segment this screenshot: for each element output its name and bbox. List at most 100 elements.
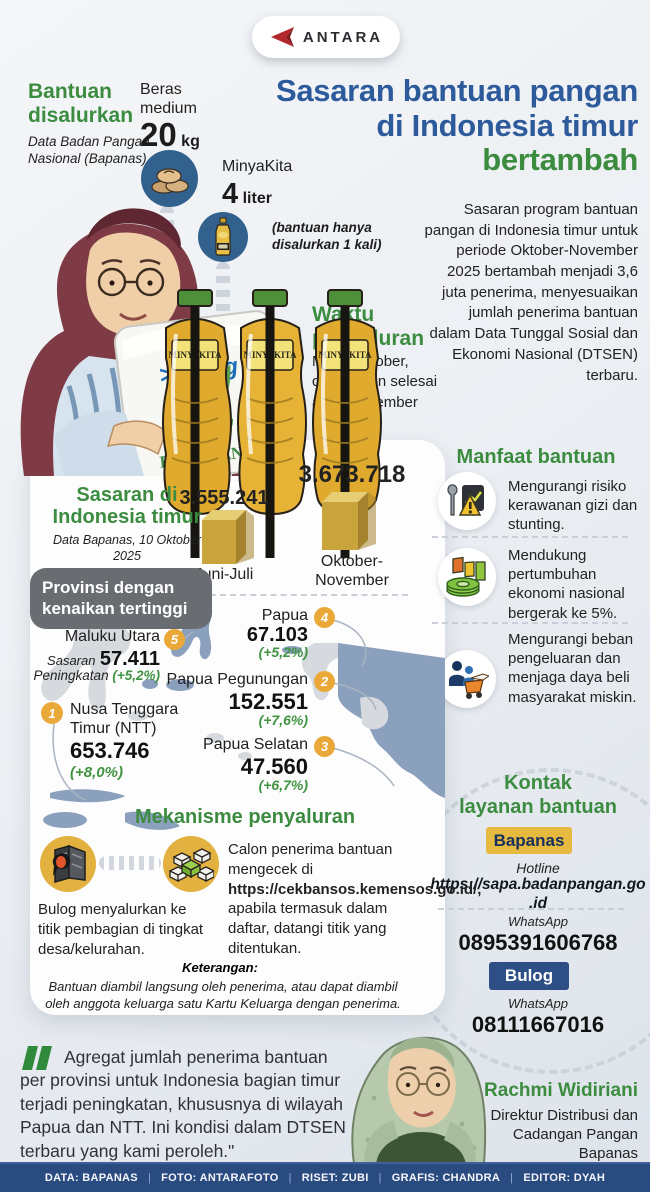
maluku-change-label: Peningkatan: [33, 668, 109, 683]
household-spending-icon: [438, 650, 496, 708]
bar-value-okt-nov: 3.673.718: [298, 461, 406, 488]
rice-label: Beras medium: [140, 81, 197, 118]
benefits-divider-2: [432, 622, 628, 624]
benefits-heading: Manfaat bantuan: [456, 446, 616, 468]
rank-badge-5: 5: [164, 629, 185, 650]
contact-heading-line1: Kontak: [504, 772, 572, 794]
bulog-whatsapp-label: WhatsApp: [508, 996, 568, 1011]
provinces-badge: Provinsi dengan kenaikan tertinggi: [30, 568, 212, 630]
province-value-papua-pegunungan: 152.551: [228, 689, 308, 714]
quote-text: Agregat jumlah penerima bantuan per prov…: [20, 1047, 346, 1161]
province-change-papua-pegunungan: (+7,6%): [258, 712, 308, 728]
rice-amount-value: 20: [140, 116, 177, 153]
province-name-papua-pegunungan: Papua Pegunungan: [166, 671, 308, 688]
antara-logo-text: ANTARA: [302, 28, 384, 46]
benefit-item-3: Mengurangi beban pengeluaran dan menjaga…: [508, 631, 637, 706]
mechanism-step2-text: Calon penerima bantuan mengecek di https…: [228, 840, 481, 959]
rice-amount: 20 kg: [140, 116, 200, 154]
province-value-maluku-utara: Sasaran 57.411: [20, 648, 160, 671]
credit-foto: FOTO: ANTARAFOTO: [161, 1172, 279, 1184]
province-value-ntt: 653.746: [70, 738, 150, 763]
nutrition-risk-icon: [438, 472, 496, 530]
mechanism-note: Bantuan diambil langsung oleh penerima, …: [45, 979, 401, 1012]
province-name-ntt: Nusa Tenggara Timur (NTT): [70, 701, 179, 738]
benefits-divider-1: [432, 536, 628, 538]
benefit-item-2: Mendukung pertumbuhan ekonomi nasional b…: [508, 547, 625, 622]
credit-separator: |: [510, 1172, 514, 1184]
spokesperson-illustration: [334, 1028, 506, 1164]
province-change-maluku-utara: Peningkatan (+5,2%): [10, 668, 160, 683]
credit-data: DATA: BAPANAS: [44, 1172, 138, 1184]
cekbansos-url: https://cekbansos.kemensos.go.id/,: [228, 880, 482, 898]
rank-badge-2: 2: [314, 671, 335, 692]
maluku-value-label: Sasaran: [47, 653, 96, 668]
contact-divider: [438, 908, 624, 910]
bar-label-okt-nov: Oktober-November: [315, 553, 389, 590]
target-heading: Sasaran di Indonesia timur: [52, 484, 202, 529]
page-title-line3: bertambah: [482, 142, 638, 178]
step2-text-post: apabila termasuk dalam daftar, datangi t…: [228, 900, 388, 957]
province-name-papua: Papua: [261, 607, 308, 624]
page-title-line1: Sasaran bantuan pangan: [275, 73, 638, 108]
credit-separator: |: [147, 1172, 152, 1184]
dotted-connector-steps: [99, 856, 161, 870]
spokesperson-role: Direktur Distribusi dan Cadangan Pangan …: [490, 1107, 638, 1163]
rank-badge-4: 4: [314, 607, 335, 628]
oil-bottle-icon: [198, 212, 248, 262]
page-title-line2: di Indonesia timur: [376, 107, 638, 143]
economic-growth-icon: [438, 548, 496, 606]
province-name-maluku-utara: Maluku Utara: [64, 628, 160, 645]
bapanas-badge: Bapanas: [486, 827, 572, 854]
oil-amount-unit: liter: [242, 190, 272, 207]
mechanism-note-label: Keterangan:: [182, 960, 258, 975]
oil-amount: 4 liter: [222, 178, 272, 211]
credit-grafis: GRAFIS: CHANDRA: [391, 1172, 501, 1184]
hotline-label: Hotline: [516, 860, 560, 876]
bapanas-whatsapp-number: 0895391606768: [458, 930, 618, 955]
step2-text-pre: Calon penerima bantuan mengecek di: [228, 841, 393, 878]
credit-editor: EDITOR: DYAH: [523, 1172, 606, 1184]
contact-heading-line2: layanan bantuan: [459, 795, 617, 818]
dotted-connector-oil: [216, 262, 230, 322]
hotline-url: https://sapa.badanpangan.go.id: [430, 876, 646, 912]
province-change-papua: (+5,2%): [258, 644, 308, 660]
spokesperson-name: Rachmi Widiriani: [484, 1080, 638, 1101]
antara-logo-icon: [269, 26, 295, 48]
oil-label: MinyaKita: [222, 158, 293, 175]
aid-source: Data Badan Pangan Nasional (Bapanas): [28, 134, 150, 166]
aid-heading: Bantuan disalurkan: [28, 80, 134, 127]
mechanism-step1-text: Bulog menyalurkan ke titik pembagian di …: [38, 901, 204, 958]
panel-divider: [48, 594, 408, 596]
bapanas-whatsapp-label: WhatsApp: [508, 914, 568, 929]
bar-value-juni-juli: 3.555.241: [179, 487, 269, 509]
province-value-papua-selatan: 47.560: [240, 754, 308, 779]
rice-amount-unit: kg: [181, 133, 200, 150]
credit-separator: |: [378, 1172, 382, 1184]
maluku-change: (+5,2%): [112, 668, 160, 683]
contact-heading: Kontak layanan bantuan: [445, 772, 631, 819]
intro-paragraph: Sasaran program bantuan pangan di Indone…: [424, 201, 638, 384]
province-change-ntt: (+8,0%): [70, 764, 123, 781]
footer-credits-bar: DATA: BAPANAS | FOTO: ANTARAFOTO | RISET…: [0, 1162, 650, 1192]
rank-badge-3: 3: [314, 736, 335, 757]
aid-packages-icon: [163, 836, 219, 892]
credit-separator: |: [288, 1172, 292, 1184]
bulog-badge: Bulog: [489, 962, 569, 990]
rice-sacks-icon: [141, 150, 198, 207]
quote-mark-icon: [22, 1046, 56, 1070]
mechanism-heading: Mekanisme penyaluran: [134, 806, 356, 828]
province-name-papua-selatan: Papua Selatan: [203, 736, 308, 753]
maluku-value: 57.411: [99, 648, 160, 670]
bulog-whatsapp-number: 08111667016: [471, 1012, 605, 1037]
aid-note: (bantuan hanya disalurkan 1 kali): [272, 220, 382, 252]
page-title: Sasaran bantuan pangan di Indonesia timu…: [208, 73, 638, 178]
bar-juni-juli: [202, 506, 260, 568]
rank-badge-1: 1: [41, 702, 63, 724]
target-source: Data Bapanas, 10 Oktober 2025: [52, 533, 201, 564]
bar-oktober-november: [322, 488, 382, 554]
distribution-map-pin-icon: [40, 836, 96, 892]
antara-logo: ANTARA: [252, 16, 400, 58]
credit-riset: RISET: ZUBI: [301, 1172, 369, 1184]
province-change-papua-selatan: (+6,7%): [258, 777, 308, 793]
